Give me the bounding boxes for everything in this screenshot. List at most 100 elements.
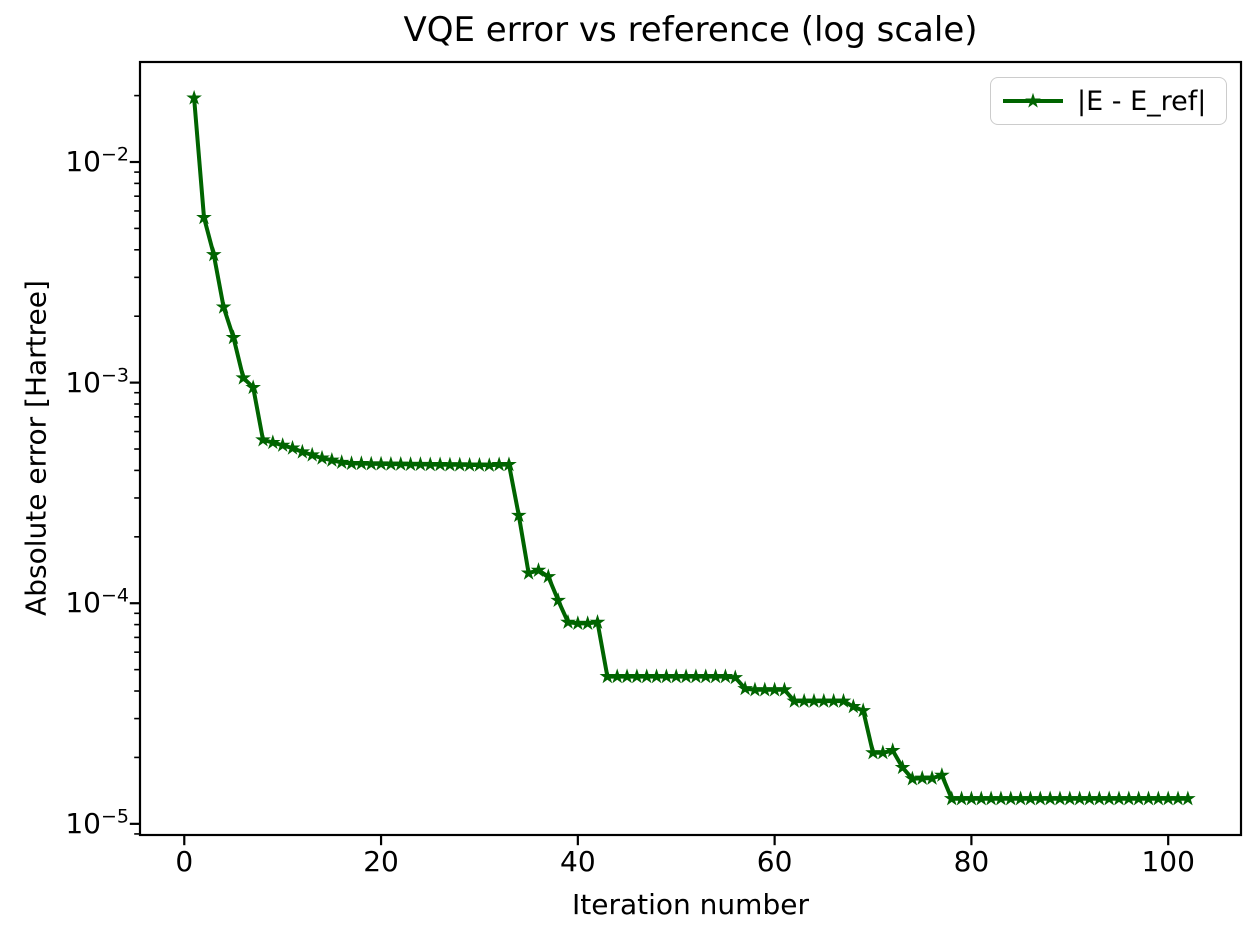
data-point-marker	[963, 790, 980, 806]
data-point-marker	[471, 456, 488, 472]
data-point-marker	[796, 692, 812, 708]
data-point-marker	[205, 246, 222, 262]
data-point-marker	[304, 446, 320, 462]
data-point-marker	[894, 759, 911, 775]
data-point-marker	[924, 770, 940, 785]
data-point-marker	[245, 379, 261, 395]
y-tick-label: 10−3	[65, 364, 129, 399]
data-point-marker	[225, 329, 242, 345]
data-point-marker	[570, 615, 586, 631]
x-tick-label: 100	[1141, 845, 1195, 878]
data-point-marker	[1022, 790, 1039, 806]
data-point-marker	[255, 431, 271, 447]
data-point-marker	[1091, 790, 1108, 806]
data-point-marker	[1150, 790, 1167, 806]
data-point-marker	[579, 615, 596, 631]
data-point-marker	[530, 562, 547, 577]
data-point-marker	[766, 681, 783, 697]
data-point-marker	[432, 456, 448, 472]
data-point-marker	[520, 564, 537, 580]
x-tick-label: 60	[756, 845, 793, 878]
data-point-marker	[215, 298, 232, 314]
data-point-marker	[353, 455, 370, 471]
data-point-marker	[806, 692, 822, 708]
y-tick-label: 10−2	[65, 143, 129, 178]
x-tick-label: 20	[363, 845, 399, 878]
data-point-marker	[845, 698, 862, 714]
legend-star-icon	[1025, 92, 1041, 108]
data-point-marker	[373, 455, 389, 471]
data-point-marker	[599, 668, 616, 684]
data-point-marker	[884, 742, 901, 758]
data-point-marker	[835, 692, 852, 708]
data-point-marker	[875, 744, 891, 760]
data-point-marker	[392, 455, 409, 471]
data-point-marker	[1062, 790, 1078, 806]
data-point-marker	[629, 668, 645, 684]
data-point-marker	[727, 669, 744, 685]
data-point-marker	[511, 507, 527, 523]
data-point-marker	[973, 790, 990, 806]
data-point-marker	[668, 668, 685, 684]
data-point-marker	[786, 692, 803, 708]
data-line	[192, 96, 1190, 801]
data-point-marker	[1032, 790, 1049, 806]
data-point-marker	[324, 451, 340, 467]
data-point-marker	[934, 767, 950, 782]
data-point-marker	[1101, 790, 1117, 806]
y-tick-label: 10−5	[65, 805, 129, 840]
y-tick-label: 10−4	[65, 584, 129, 620]
data-point-marker	[294, 443, 311, 459]
data-point-marker	[943, 790, 960, 806]
legend-line-marker-icon	[1003, 92, 1063, 108]
data-point-marker	[638, 668, 655, 684]
data-point-marker	[904, 770, 921, 786]
data-point-marker	[1160, 790, 1176, 806]
data-point-marker	[422, 456, 439, 472]
x-tick-label: 80	[953, 845, 990, 878]
data-point-marker	[1130, 790, 1147, 806]
data-point-marker	[1052, 790, 1068, 806]
y-axis-label: Absolute error [Hartree]	[19, 280, 53, 616]
data-point-marker	[363, 455, 380, 471]
plot-border	[138, 60, 1243, 837]
data-point-marker	[737, 680, 753, 696]
data-point-marker	[1170, 790, 1186, 806]
data-point-marker	[186, 89, 202, 105]
data-point-marker	[914, 770, 931, 785]
chart-title: VQE error vs reference (log scale)	[403, 10, 978, 50]
data-point-marker	[550, 592, 566, 608]
data-point-marker	[196, 209, 212, 225]
data-point-marker	[776, 681, 793, 697]
data-point-marker	[825, 692, 842, 708]
x-axis-label: Iteration number	[572, 888, 809, 921]
data-point-marker	[343, 455, 360, 471]
data-point-marker	[1071, 790, 1088, 806]
data-point-marker	[491, 456, 507, 472]
data-point-marker	[501, 456, 517, 472]
data-point-marker	[451, 456, 468, 472]
legend: |E - E_ref|	[990, 77, 1227, 125]
data-point-marker	[265, 434, 281, 450]
data-point-marker	[1002, 790, 1019, 806]
data-point-marker	[1081, 790, 1098, 806]
data-point-marker	[481, 457, 498, 472]
legend-entry-label: |E - E_ref|	[1077, 85, 1207, 117]
data-point-marker	[461, 456, 478, 472]
data-point-marker	[402, 456, 419, 472]
data-point-marker	[274, 437, 291, 452]
data-point-marker	[589, 614, 606, 629]
data-point-marker	[609, 668, 625, 684]
data-point-marker	[816, 692, 832, 708]
data-point-marker	[855, 702, 871, 718]
data-point-marker	[953, 790, 970, 806]
data-point-marker	[1042, 790, 1058, 806]
data-point-marker	[688, 668, 704, 684]
data-point-marker	[412, 456, 429, 472]
data-point-marker	[1121, 790, 1137, 806]
data-point-marker	[619, 668, 635, 684]
data-point-marker	[314, 449, 330, 465]
data-point-marker	[993, 790, 1009, 806]
